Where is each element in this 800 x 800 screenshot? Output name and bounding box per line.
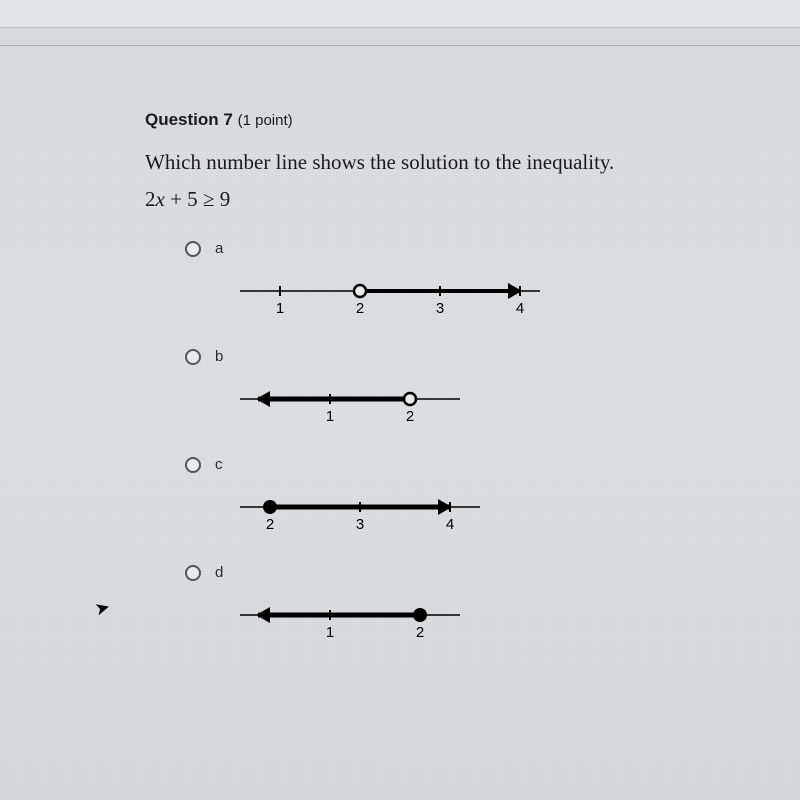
equation: 2x + 5 ≥ 9 [145,187,740,212]
question-block: Question 7 (1 point) Which number line s… [145,110,740,672]
svg-text:2: 2 [416,624,424,639]
window-top-bar [0,0,800,28]
option-b-row[interactable]: b [185,348,740,365]
option-b-label: b [215,348,223,365]
radio-c[interactable] [185,457,201,473]
question-prompt: Which number line shows the solution to … [145,148,740,177]
numberline-b-container: 12 [240,383,740,428]
radio-a[interactable] [185,241,201,257]
option-a: a 1 2 3 4 [185,240,740,320]
option-a-row[interactable]: a [185,240,740,257]
svg-text:1: 1 [276,300,284,315]
numberline-b: 12 [240,383,460,423]
numberline-a-container: 1 2 3 4 [240,275,740,320]
option-c-row[interactable]: c [185,456,740,473]
svg-text:3: 3 [436,300,444,315]
radio-d[interactable] [185,565,201,581]
option-c-label: c [215,456,223,473]
svg-text:4: 4 [516,300,524,315]
option-a-label: a [215,240,223,257]
svg-text:2: 2 [356,300,364,315]
numberline-c-container: 2 3 4 [240,491,740,536]
numberline-a: 1 2 3 4 [240,275,540,315]
option-d: d 12 [185,564,740,644]
options-list: a 1234 b 12 c 234 [185,240,740,644]
eq-rhs: 9 [220,187,231,211]
svg-text:2: 2 [406,408,414,423]
option-c: c 2 3 4 [185,456,740,536]
svg-text:4: 4 [446,516,454,531]
svg-text:1: 1 [326,624,334,639]
numberline-c: 2 3 4 [240,491,480,531]
question-header: Question 7 (1 point) [145,110,740,130]
question-points: (1 point) [238,112,293,129]
numberline-d-container: 12 [240,599,740,644]
numberline-d: 12 [240,599,460,639]
radio-b[interactable] [185,349,201,365]
divider [0,45,800,46]
eq-var: x [156,187,165,211]
option-b: b 12 [185,348,740,428]
eq-rel: ≥ [198,187,220,211]
svg-text:3: 3 [356,516,364,531]
svg-text:1: 1 [326,408,334,423]
option-d-row[interactable]: d [185,564,740,581]
question-number: Question 7 [145,110,233,129]
option-d-label: d [215,564,223,581]
eq-coeff: 2 [145,187,156,211]
svg-text:2: 2 [266,516,274,531]
eq-plus: + 5 [165,187,198,211]
